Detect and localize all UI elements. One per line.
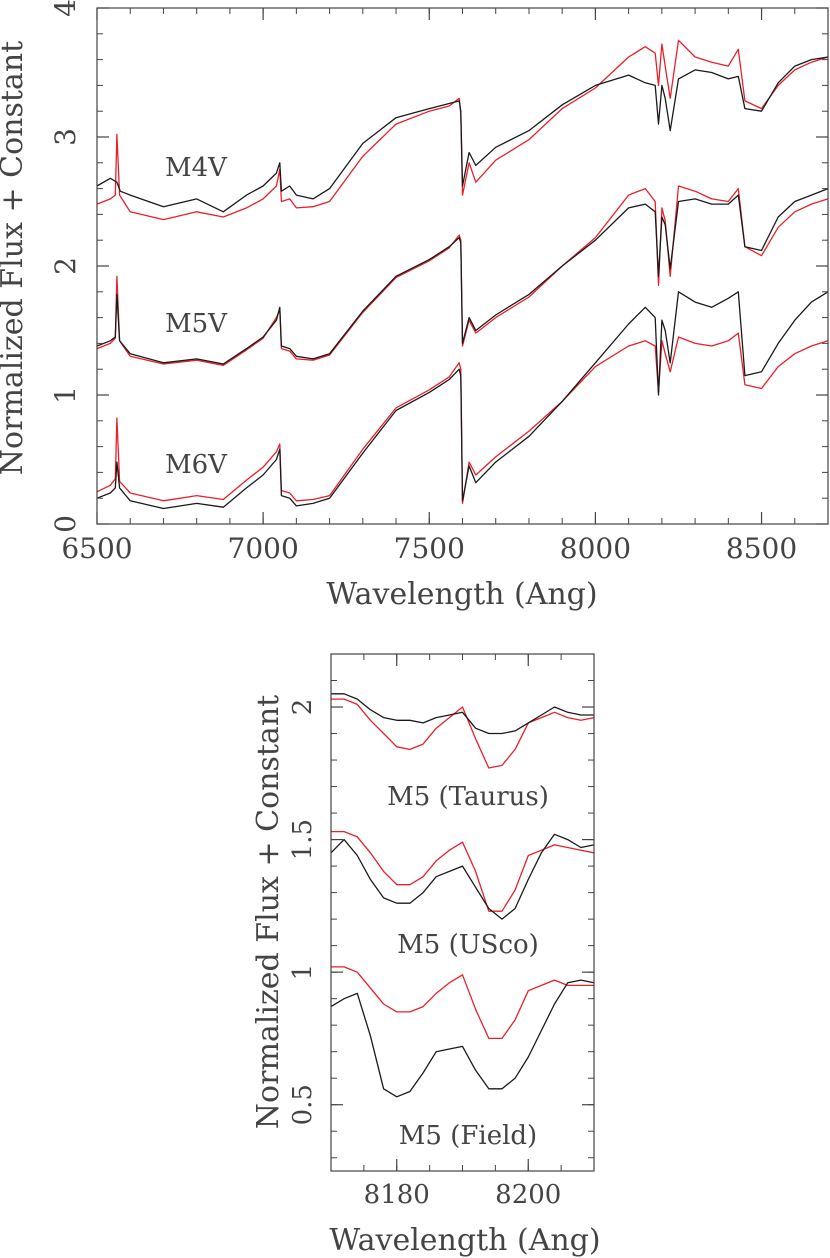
top-series-1-black-line [96,56,829,213]
bottom-series-2-black-line [330,833,595,920]
top-series-lines [96,39,829,510]
bottom-y-tick-label: 1 [288,964,318,981]
top-tick-labels: 6500 7000 7500 8000 8500 0 1 2 3 4 [49,0,797,565]
top-annotation-m4v: M4V [165,153,228,183]
bottom-annotation-usco: M5 (USco) [397,930,539,960]
bottom-y-axis-label: Normalized Flux + Constant [251,695,286,1129]
bottom-x-tick-label: 8200 [495,1180,561,1210]
bottom-annotation-taurus: M5 (Taurus) [387,782,549,812]
top-x-tick-label: 8000 [560,532,631,565]
top-series-2-black-line [96,187,829,365]
top-annotation-m5v: M5V [165,309,228,339]
bottom-x-tick-label: 8180 [364,1180,430,1210]
top-y-tick-label: 1 [49,386,82,404]
top-annotation-m6v: M6V [165,450,228,480]
bottom-series-1-black-line [331,693,594,735]
top-series-2-red-line [96,185,829,366]
bottom-x-axis-label: Wavelength (Ang) [329,1223,600,1258]
top-plot-frame [96,7,829,525]
top-panel: 6500 7000 7500 8000 8500 0 1 2 3 4 M4V M5V M6V Wa… [0,0,829,612]
bottom-y-tick-label: 0.5 [288,1084,318,1125]
top-series-1-red-line [96,39,829,221]
top-y-axis-label: Normalized Flux + Constant [0,41,30,475]
bottom-panel: 8180 8200 0.5 1 1.5 2 M5 (Taurus) M5 (USco) M… [251,653,601,1258]
bottom-tick-marks [330,653,595,1171]
top-y-tick-label: 3 [49,128,82,146]
bottom-annotation-field: M5 (Field) [399,1121,537,1151]
bottom-y-tick-label: 1.5 [288,819,318,860]
bottom-series-2-red-line [331,830,595,912]
bottom-series-3-red-line [331,966,594,1040]
top-y-tick-label: 2 [49,257,82,275]
bottom-series-1-red-line [331,698,595,769]
top-x-tick-label: 7000 [228,532,299,565]
top-series-3-red-line [96,332,829,505]
top-x-tick-label: 7500 [394,532,465,565]
top-x-tick-label: 8500 [726,532,797,565]
top-y-tick-label: 0 [49,515,82,533]
top-tick-marks [96,7,829,525]
top-series-3-black-line [96,291,829,510]
bottom-y-tick-label: 2 [288,699,318,716]
bottom-tick-labels: 8180 8200 0.5 1 1.5 2 [288,699,561,1210]
bottom-series-lines [330,693,595,1098]
top-y-tick-label: 4 [49,0,82,17]
bottom-series-3-black-line [330,979,595,1098]
top-x-axis-label: Wavelength (Ang) [326,577,597,612]
top-x-tick-label: 6500 [61,532,132,565]
bottom-plot-frame [330,653,595,1172]
